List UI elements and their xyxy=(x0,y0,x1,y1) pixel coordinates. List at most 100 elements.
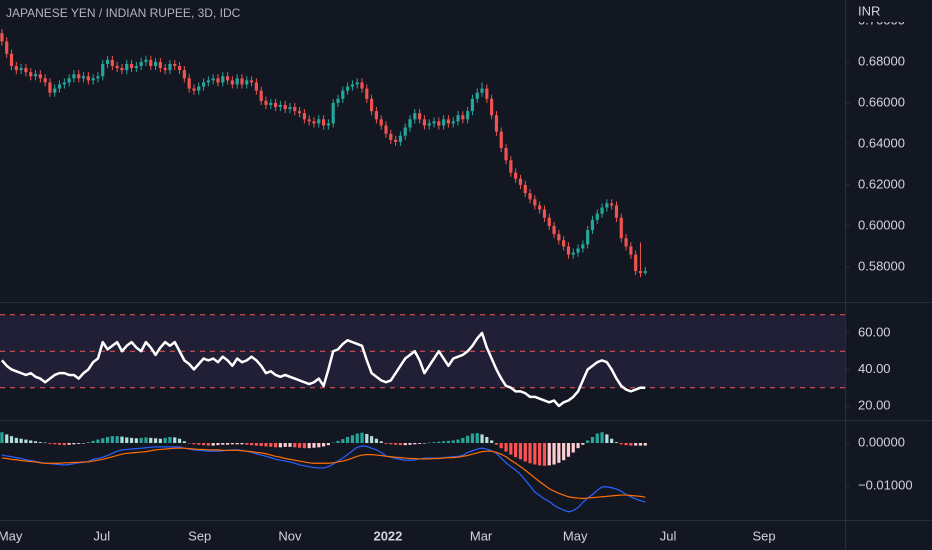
candle-body xyxy=(81,76,86,79)
histogram-bar xyxy=(115,436,119,444)
histogram-bar xyxy=(77,443,81,444)
histogram-bar xyxy=(350,435,355,444)
candle-body xyxy=(53,88,57,93)
candle-body xyxy=(230,80,234,85)
candle-body xyxy=(634,254,638,272)
candle-body xyxy=(422,119,427,126)
histogram-bar xyxy=(273,443,278,448)
candle-body xyxy=(177,66,182,71)
histogram-bar xyxy=(446,440,451,444)
y-tick-label: 0.64000 xyxy=(858,135,905,150)
candle-body xyxy=(384,125,388,134)
histogram-bar xyxy=(331,442,335,444)
histogram-bar xyxy=(302,443,306,449)
histogram-bar xyxy=(14,437,18,444)
histogram-bar xyxy=(245,443,249,445)
candle-body xyxy=(91,78,95,81)
histogram-bar xyxy=(432,442,436,444)
candle-body xyxy=(86,76,90,81)
x-tick-label: May xyxy=(563,528,588,543)
candle-body xyxy=(101,63,105,77)
histogram-bar xyxy=(278,443,282,448)
candle-body xyxy=(360,82,364,89)
histogram-bar xyxy=(264,443,268,447)
histogram-bar xyxy=(211,443,215,446)
x-tick-label: May xyxy=(0,528,23,543)
x-tick-label: Nov xyxy=(278,528,302,543)
histogram-bar xyxy=(48,443,52,444)
candle-body xyxy=(456,115,460,122)
candle-body xyxy=(600,207,604,214)
histogram-bar xyxy=(624,443,628,446)
candle-body xyxy=(48,82,52,93)
histogram-bar xyxy=(53,443,57,445)
x-tick-label: Mar xyxy=(470,528,493,543)
candle-body xyxy=(374,111,379,120)
histogram-bar xyxy=(514,443,518,458)
candle-body xyxy=(629,246,633,255)
candle-body xyxy=(566,246,571,255)
histogram-bar xyxy=(499,443,503,449)
y-tick-label: 0.58000 xyxy=(858,258,905,273)
histogram-bar xyxy=(466,435,470,444)
histogram-bar xyxy=(105,436,110,444)
histogram-bar xyxy=(480,434,484,444)
y-tick-label: 0.62000 xyxy=(858,176,905,191)
histogram-bar xyxy=(307,443,311,449)
histogram-bar xyxy=(173,437,177,444)
candle-body xyxy=(590,219,595,231)
histogram-bar xyxy=(586,440,590,444)
histogram-bar xyxy=(413,443,417,445)
histogram-bar xyxy=(9,436,14,444)
histogram-bar xyxy=(249,443,254,446)
candle-body xyxy=(317,119,321,124)
histogram-bar xyxy=(96,439,100,444)
x-tick-label: Sep xyxy=(188,528,211,543)
candle-body xyxy=(225,76,230,81)
unit-label: INR xyxy=(858,3,880,18)
histogram-bar xyxy=(288,443,292,447)
x-tick-label: Jul xyxy=(93,528,110,543)
candle-body xyxy=(125,63,129,71)
candle-body xyxy=(331,102,335,124)
candle-body xyxy=(614,205,619,218)
candle-body xyxy=(485,88,489,99)
histogram-bar xyxy=(562,443,566,461)
histogram-bar xyxy=(437,441,441,444)
histogram-bar xyxy=(600,432,604,444)
histogram-bar xyxy=(504,443,508,452)
histogram-bar xyxy=(451,440,455,444)
candle-body xyxy=(394,139,398,142)
histogram-bar xyxy=(206,443,210,446)
candle-body xyxy=(14,66,18,71)
candle-body xyxy=(197,86,201,91)
histogram-bar xyxy=(192,443,196,445)
histogram-bar xyxy=(29,440,33,444)
candle-body xyxy=(514,172,518,179)
candle-body xyxy=(446,119,451,124)
histogram-bar xyxy=(518,443,523,460)
candle-body xyxy=(24,68,28,73)
candle-body xyxy=(427,123,431,126)
candle-body xyxy=(201,82,206,87)
candle-body xyxy=(0,33,4,42)
candle-body xyxy=(480,88,484,93)
histogram-bar xyxy=(475,433,479,444)
histogram-bar xyxy=(422,443,427,444)
candle-body xyxy=(370,98,374,112)
histogram-bar xyxy=(134,438,138,444)
macd-line xyxy=(1,445,646,513)
y-tick-label: 0.00000 xyxy=(858,434,905,449)
candle-body xyxy=(221,76,225,83)
candle-body xyxy=(451,121,455,124)
histogram-bar xyxy=(221,443,225,445)
histogram-bar xyxy=(389,443,393,445)
histogram-bar xyxy=(576,443,580,449)
histogram-bar xyxy=(571,443,575,453)
candle-body xyxy=(283,104,287,110)
histogram-bar xyxy=(336,440,340,444)
candle-body xyxy=(576,248,580,253)
histogram-bar xyxy=(177,438,182,444)
histogram-bar xyxy=(442,441,446,444)
